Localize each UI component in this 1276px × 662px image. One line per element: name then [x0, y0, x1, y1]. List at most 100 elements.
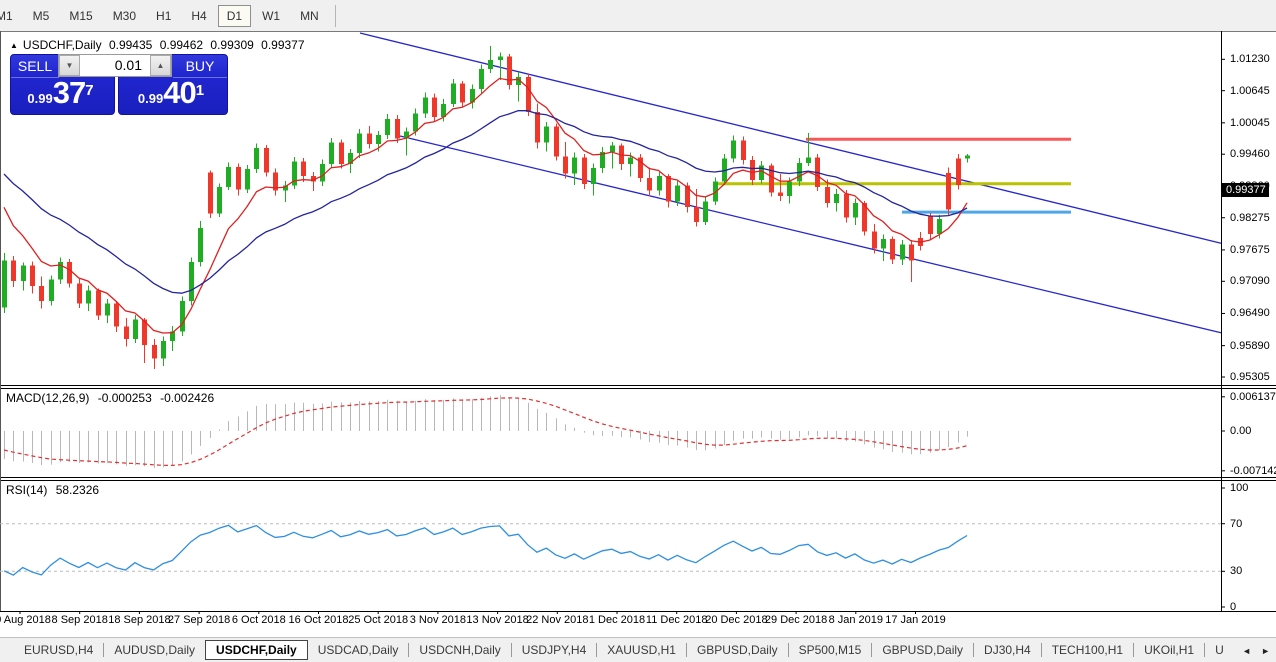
- candle: [965, 155, 970, 159]
- chart-tab-usdjpy-h4[interactable]: USDJPY,H4: [521, 643, 587, 657]
- candle: [58, 261, 63, 280]
- candle: [872, 231, 877, 249]
- chart-tab-sp500-m15[interactable]: SP500,M15: [798, 643, 862, 657]
- candle: [535, 111, 540, 143]
- candle: [451, 83, 456, 104]
- chart-tab-ukoil-h1[interactable]: UKOil,H1: [1144, 643, 1195, 657]
- timeframe-button-h1[interactable]: H1: [156, 8, 172, 23]
- price-axis-label: 1.01230: [1230, 53, 1270, 66]
- candle: [273, 172, 278, 191]
- buy-price-base: 0.99: [137, 91, 164, 106]
- chart-tab-eurusd-h4[interactable]: EURUSD,H4: [24, 643, 94, 657]
- candle: [311, 176, 316, 182]
- chart-tab-usdcad-daily[interactable]: USDCAD,Daily: [317, 643, 399, 657]
- chart-area[interactable]: ▲ USDCHF,Daily 0.99435 0.99462 0.99309 0.…: [0, 31, 1276, 637]
- chart-tab-gbpusd-daily[interactable]: GBPUSD,Daily: [696, 643, 778, 657]
- rsi-axis-label: 70: [1230, 517, 1243, 530]
- candle: [376, 134, 381, 145]
- tab-scroll-left-icon[interactable]: ◄: [1242, 645, 1252, 656]
- date-axis-label: 29 Aug 2018: [0, 614, 51, 626]
- chart-tab-dj30-h4[interactable]: DJ30,H4: [984, 643, 1031, 657]
- candle: [292, 161, 297, 186]
- low-value: 0.99309: [210, 38, 254, 52]
- price-axis-label: 0.96490: [1230, 307, 1270, 320]
- buy-block[interactable]: BUY 0.99401: [118, 54, 228, 115]
- timeframe-button-w1[interactable]: W1: [262, 8, 281, 23]
- volume-input[interactable]: 0.01: [114, 57, 142, 73]
- tab-separator: [685, 643, 687, 657]
- trendline[interactable]: [399, 135, 1222, 334]
- price-axis-label: 0.97090: [1230, 275, 1270, 288]
- volume-increase-button[interactable]: ▲: [150, 55, 171, 76]
- price-axis-label: 0.98275: [1230, 211, 1270, 224]
- chart-tab-usdcnh-daily[interactable]: USDCNH,Daily: [419, 643, 501, 657]
- timeframe-button-mn[interactable]: MN: [300, 8, 319, 23]
- tab-separator: [596, 643, 598, 657]
- volume-decrease-button[interactable]: ▼: [59, 55, 80, 76]
- candle: [657, 176, 662, 191]
- timeframe-button-m1[interactable]: M1: [0, 8, 13, 23]
- trendline[interactable]: [359, 32, 1222, 244]
- candle: [563, 156, 568, 174]
- tab-separator: [1204, 643, 1206, 657]
- candle: [348, 153, 353, 164]
- buy-button[interactable]: BUY: [173, 55, 227, 78]
- current-price-tag: 0.99377: [1222, 182, 1269, 197]
- candle: [956, 158, 961, 185]
- sell-price-point: 7: [85, 81, 94, 99]
- macd-main-value: -0.000253: [97, 391, 152, 405]
- rsi-axis-label: 0: [1230, 601, 1237, 613]
- rsi-title: RSI(14) 58.2326: [6, 483, 104, 497]
- ma-fast: [3, 77, 968, 334]
- candle: [731, 140, 736, 159]
- close-value: 0.99377: [261, 38, 305, 52]
- price-chart[interactable]: [0, 31, 1276, 615]
- candle: [423, 97, 428, 114]
- chart-tab-xauusd-h1[interactable]: XAUUSD,H1: [607, 643, 676, 657]
- candle: [853, 203, 858, 218]
- candle: [236, 167, 241, 190]
- chart-tab-tech100-h1[interactable]: TECH100,H1: [1051, 643, 1124, 657]
- candle: [647, 177, 652, 191]
- candle: [946, 172, 951, 210]
- sell-price: 0.99377: [11, 75, 110, 111]
- chart-tab-usdchf-daily[interactable]: USDCHF,Daily: [205, 640, 308, 660]
- sell-button[interactable]: SELL: [11, 55, 59, 78]
- candle: [666, 176, 671, 202]
- candle: [741, 140, 746, 161]
- timeframe-button-m30[interactable]: M30: [112, 8, 137, 23]
- candle: [30, 265, 35, 287]
- candle: [329, 142, 334, 164]
- candle: [320, 163, 325, 182]
- candle: [890, 238, 895, 260]
- date-axis-label: 13 Nov 2018: [466, 614, 529, 626]
- candle: [404, 131, 409, 139]
- candle: [937, 219, 942, 235]
- timeframe-button-m15[interactable]: M15: [69, 8, 93, 23]
- tab-separator: [1040, 643, 1042, 657]
- candle: [21, 265, 26, 281]
- tab-scroll-arrows: ◄ ►: [1242, 638, 1270, 662]
- candle: [806, 157, 811, 163]
- candle: [170, 331, 175, 341]
- candle: [367, 133, 372, 145]
- chart-tab-u[interactable]: U: [1215, 643, 1224, 657]
- candle: [283, 185, 288, 191]
- collapse-triangle-icon[interactable]: ▲: [10, 41, 18, 50]
- timeframe-button-d1[interactable]: D1: [217, 4, 252, 27]
- tab-scroll-right-icon[interactable]: ►: [1261, 645, 1270, 656]
- chart-tab-audusd-daily[interactable]: AUDUSD,Daily: [114, 643, 196, 657]
- timeframe-button-m5[interactable]: M5: [32, 8, 50, 23]
- chart-tab-gbpusd-daily[interactable]: GBPUSD,Daily: [882, 643, 964, 657]
- candle: [198, 228, 203, 262]
- candle: [909, 244, 914, 261]
- candle: [142, 319, 147, 346]
- timeframe-button-h4[interactable]: H4: [191, 8, 207, 23]
- date-axis-label: 1 Dec 2018: [588, 614, 646, 626]
- candle: [460, 83, 465, 103]
- candle: [638, 157, 643, 178]
- candle: [825, 186, 830, 204]
- tab-separator: [408, 643, 410, 657]
- candle: [750, 160, 755, 180]
- candle: [301, 161, 306, 177]
